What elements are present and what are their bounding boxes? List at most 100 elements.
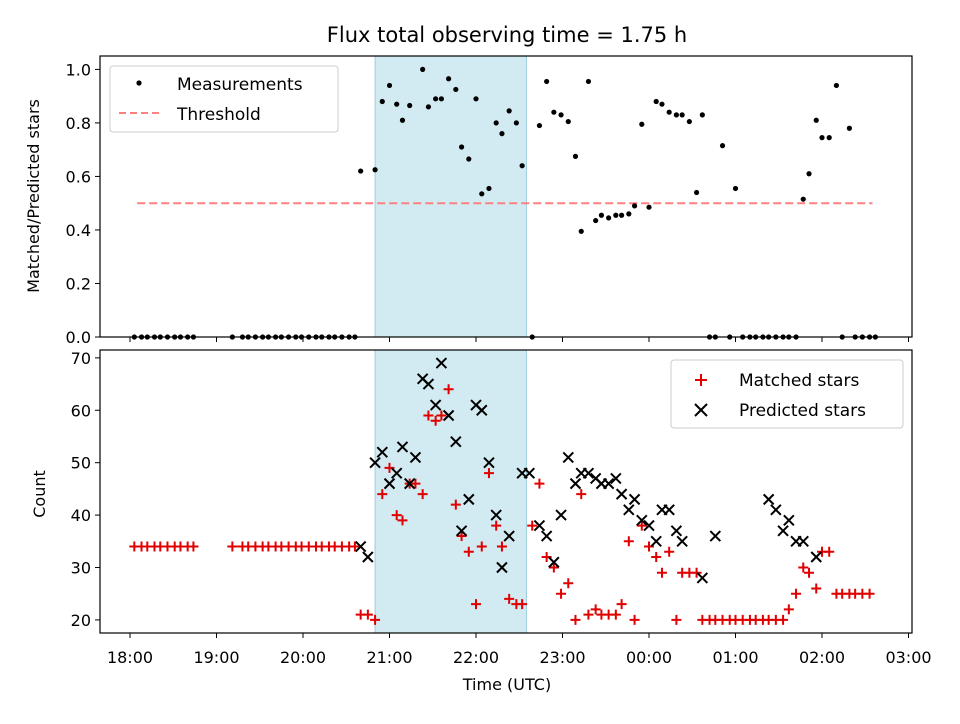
- measurement-point: [819, 135, 825, 141]
- predicted-star-point: [442, 409, 455, 422]
- predicted-star-point: [362, 551, 374, 563]
- predicted-star-point: [533, 519, 546, 532]
- measurement-point: [619, 212, 625, 218]
- measurement-point: [833, 82, 840, 89]
- matched-star-point: [791, 588, 802, 599]
- measurement-point: [479, 191, 485, 197]
- matched-star-point: [504, 593, 515, 604]
- y-tick-label: 0.2: [66, 274, 91, 293]
- matched-star-point: [824, 546, 835, 557]
- y-tick-label: 20: [71, 611, 91, 630]
- measurement-point: [558, 112, 564, 118]
- measurement-point: [425, 104, 432, 110]
- legend-threshold-label: Threshold: [176, 105, 261, 125]
- y-tick-label: 0.4: [66, 221, 91, 240]
- predicted-star-point: [569, 477, 582, 490]
- predicted-star-point: [643, 519, 655, 532]
- x-tick-label: 21:00: [366, 648, 412, 667]
- matched-star-point: [664, 546, 675, 557]
- predicted-star-point: [610, 472, 622, 485]
- measurement-point: [646, 204, 652, 210]
- measurement-point: [499, 131, 505, 137]
- measurement-point: [631, 203, 638, 209]
- predicted-star-point: [777, 525, 789, 537]
- matched-star-point: [610, 609, 621, 620]
- top-y-axis-label: Matched/Predicted stars: [24, 99, 43, 293]
- matched-star-point: [570, 614, 581, 625]
- predicted-star-point: [650, 535, 662, 547]
- matched-star-point: [804, 567, 815, 578]
- measurement-point: [379, 98, 385, 105]
- predicted-star-point: [490, 509, 502, 521]
- chart-title: Flux total observing time = 1.75 h: [327, 23, 687, 47]
- matched-star-point: [576, 489, 587, 500]
- measurement-point: [719, 143, 726, 149]
- bottom-x-axis-ticks: 18:00 19:00 20:00 21:00 22:00 23:00 00:00 01:00…: [107, 633, 932, 667]
- predicted-star-point: [476, 404, 488, 416]
- y-tick-label: 70: [71, 349, 91, 368]
- x-tick-label: 20:00: [280, 648, 326, 667]
- predicted-star-point: [663, 504, 675, 516]
- matched-star-point: [556, 588, 567, 599]
- measurement-point: [453, 86, 459, 93]
- predicted-star-point: [555, 509, 567, 521]
- legend-matched-marker: [695, 374, 707, 386]
- matched-star-point: [410, 478, 421, 489]
- measurement-point: [446, 76, 452, 82]
- predicted-star-point: [409, 451, 422, 464]
- measurement-point: [686, 118, 692, 125]
- measurement-point: [506, 108, 512, 114]
- predicted-star-point: [628, 493, 641, 506]
- matched-star-point: [644, 541, 654, 552]
- matched-star-point: [811, 583, 822, 594]
- predicted-star-point: [455, 525, 468, 537]
- matched-star-point: [691, 567, 702, 578]
- measurement-point: [813, 117, 819, 123]
- legend-matched-label: Matched stars: [739, 371, 859, 391]
- matched-star-point: [450, 499, 461, 510]
- predicted-stars-points: [354, 357, 822, 584]
- measurement-point: [653, 98, 659, 105]
- predicted-star-point: [602, 477, 615, 490]
- x-tick-label: 22:00: [453, 648, 499, 667]
- measurement-point: [536, 122, 543, 129]
- predicted-star-point: [696, 572, 709, 584]
- predicted-star-point: [810, 551, 822, 563]
- matched-star-point: [517, 599, 528, 610]
- measurement-point: [826, 135, 832, 141]
- measurement-point: [593, 217, 599, 224]
- matched-star-point: [483, 468, 494, 479]
- measurement-point: [800, 196, 806, 202]
- y-tick-label: 50: [71, 454, 91, 473]
- matched-star-point: [456, 531, 467, 542]
- observing-window-shade: [374, 349, 527, 634]
- predicted-star-point: [369, 456, 381, 469]
- top-panel: Flux total observing time = 1.75 h 0.0 0.…: [24, 23, 913, 347]
- matched-star-point: [583, 609, 594, 620]
- measurement-point: [626, 211, 632, 217]
- measurement-point: [438, 96, 444, 102]
- measurement-point: [372, 167, 378, 173]
- measurement-point: [639, 121, 645, 127]
- measurement-point: [846, 125, 852, 131]
- predicted-star-point: [450, 436, 462, 448]
- matched-star-point: [527, 520, 538, 531]
- bottom-legend-box: [670, 359, 904, 429]
- matched-star-point: [623, 536, 634, 547]
- y-tick-label: 40: [71, 506, 91, 525]
- legend-predicted-label: Predicted stars: [739, 401, 866, 421]
- x-tick-label: 18:00: [107, 648, 153, 667]
- measurement-point: [486, 185, 492, 192]
- measurement-point: [458, 144, 465, 150]
- measurement-point: [433, 96, 439, 102]
- predicted-star-point: [383, 477, 396, 490]
- x-tick-label: 00:00: [626, 648, 672, 667]
- predicted-star-point: [503, 530, 515, 542]
- measurement-point: [693, 189, 700, 196]
- x-tick-label: 03:00: [885, 648, 931, 667]
- x-tick-label: 02:00: [799, 648, 845, 667]
- y-tick-label: 0.0: [66, 328, 91, 347]
- bottom-y-axis-ticks: 20 30 40 50 60 70: [71, 349, 100, 630]
- measurement-point: [386, 82, 393, 89]
- predicted-star-point: [615, 488, 628, 500]
